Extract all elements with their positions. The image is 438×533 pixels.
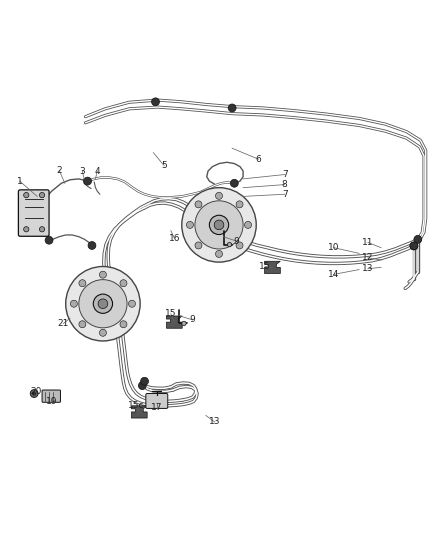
Circle shape bbox=[195, 201, 243, 249]
Circle shape bbox=[195, 242, 202, 249]
Circle shape bbox=[45, 236, 53, 244]
Text: 19: 19 bbox=[46, 397, 57, 406]
Circle shape bbox=[141, 377, 148, 385]
Circle shape bbox=[84, 177, 92, 185]
Text: 11: 11 bbox=[362, 238, 374, 247]
Text: 9: 9 bbox=[190, 316, 196, 325]
Text: 5: 5 bbox=[161, 161, 167, 170]
Circle shape bbox=[414, 236, 422, 243]
Circle shape bbox=[24, 227, 29, 232]
Circle shape bbox=[244, 221, 251, 229]
Circle shape bbox=[230, 179, 238, 187]
Text: 10: 10 bbox=[328, 243, 339, 252]
Circle shape bbox=[79, 321, 86, 328]
Circle shape bbox=[93, 294, 113, 313]
Text: 2: 2 bbox=[57, 166, 62, 175]
Circle shape bbox=[187, 221, 194, 229]
Text: 3: 3 bbox=[79, 166, 85, 175]
Text: 15c: 15c bbox=[127, 401, 144, 410]
Text: 15: 15 bbox=[259, 262, 271, 271]
Circle shape bbox=[79, 280, 86, 287]
FancyBboxPatch shape bbox=[18, 190, 49, 236]
FancyBboxPatch shape bbox=[146, 393, 168, 408]
Circle shape bbox=[182, 188, 256, 262]
Circle shape bbox=[128, 300, 135, 307]
Text: 21: 21 bbox=[58, 319, 69, 328]
Text: 14: 14 bbox=[328, 270, 339, 279]
Circle shape bbox=[39, 192, 45, 198]
Text: 17: 17 bbox=[151, 403, 162, 413]
Circle shape bbox=[410, 242, 418, 250]
Circle shape bbox=[99, 329, 106, 336]
Text: 4: 4 bbox=[95, 166, 100, 175]
Circle shape bbox=[66, 266, 140, 341]
Polygon shape bbox=[166, 316, 182, 328]
Circle shape bbox=[236, 242, 243, 249]
Circle shape bbox=[182, 321, 186, 326]
Text: 16: 16 bbox=[169, 233, 180, 243]
Polygon shape bbox=[131, 406, 147, 418]
Circle shape bbox=[236, 201, 243, 208]
Polygon shape bbox=[265, 261, 280, 273]
Text: 1: 1 bbox=[17, 176, 23, 185]
Circle shape bbox=[195, 201, 202, 208]
Text: 15: 15 bbox=[165, 309, 177, 318]
Circle shape bbox=[410, 242, 418, 250]
Circle shape bbox=[138, 382, 146, 390]
Text: 20: 20 bbox=[30, 387, 42, 396]
Text: 7: 7 bbox=[282, 190, 288, 199]
Circle shape bbox=[79, 280, 127, 328]
Circle shape bbox=[120, 321, 127, 328]
Text: 8: 8 bbox=[282, 180, 288, 189]
Circle shape bbox=[98, 299, 108, 309]
Circle shape bbox=[214, 220, 224, 230]
Text: 7: 7 bbox=[282, 170, 288, 179]
Circle shape bbox=[88, 241, 96, 249]
FancyBboxPatch shape bbox=[42, 390, 60, 402]
Circle shape bbox=[227, 243, 232, 247]
Circle shape bbox=[24, 192, 29, 198]
Circle shape bbox=[32, 392, 36, 395]
Circle shape bbox=[215, 192, 223, 199]
Text: 13: 13 bbox=[209, 417, 220, 426]
Text: 12: 12 bbox=[362, 253, 374, 262]
Circle shape bbox=[228, 104, 236, 112]
Circle shape bbox=[120, 280, 127, 287]
Circle shape bbox=[215, 251, 223, 257]
Text: 6: 6 bbox=[255, 155, 261, 164]
Circle shape bbox=[71, 300, 78, 307]
Circle shape bbox=[39, 227, 45, 232]
Circle shape bbox=[99, 271, 106, 278]
Text: 13: 13 bbox=[362, 264, 374, 273]
Text: 9: 9 bbox=[233, 237, 240, 246]
Circle shape bbox=[30, 390, 38, 398]
Circle shape bbox=[209, 215, 229, 235]
Circle shape bbox=[152, 98, 159, 106]
